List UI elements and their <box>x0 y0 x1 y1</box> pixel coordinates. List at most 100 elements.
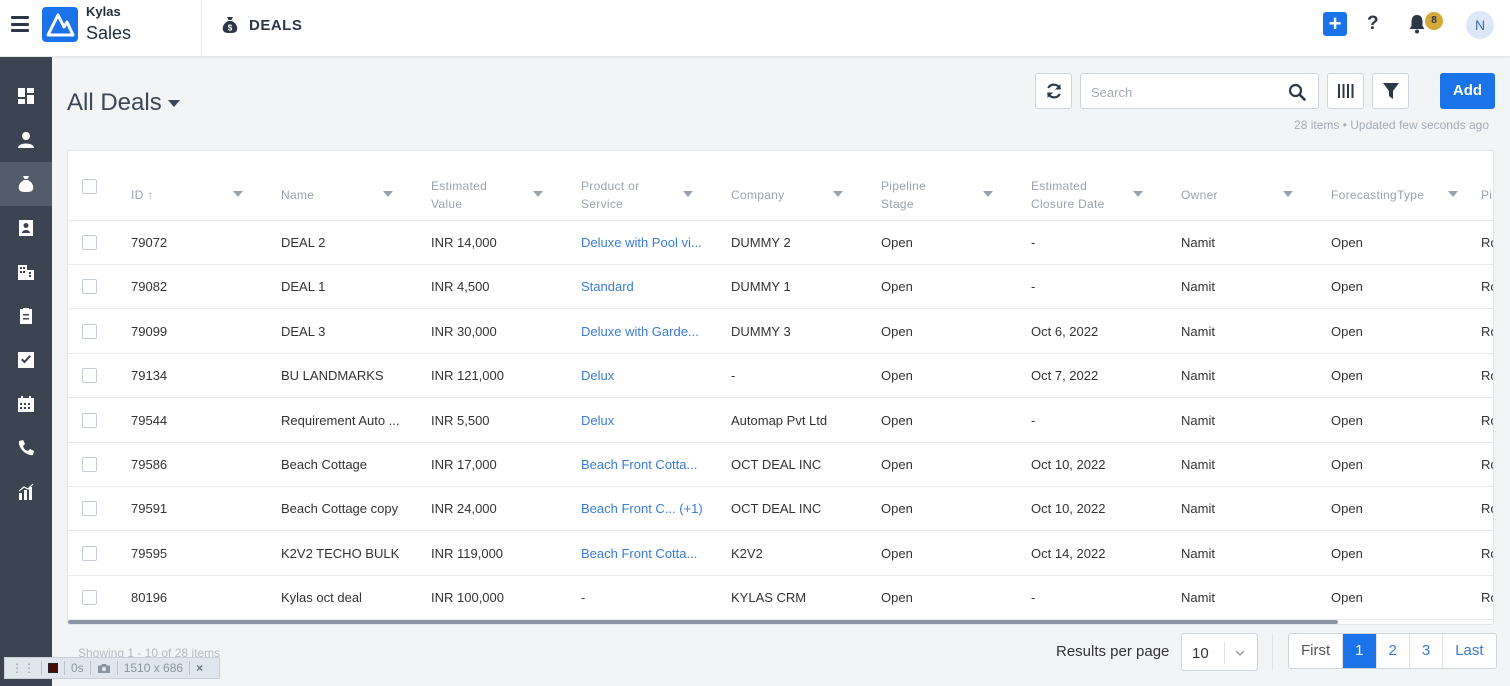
cell-value: INR 100,000 <box>431 590 504 606</box>
table-row[interactable]: 80196 Kylas oct deal INR 100,000 - KYLAS CRM… <box>68 576 1493 621</box>
page-2-button[interactable]: 2 <box>1377 634 1410 668</box>
horizontal-scrollbar[interactable] <box>68 620 1338 624</box>
cell-owner: Namit <box>1181 279 1215 295</box>
page-first-button[interactable]: First <box>1289 634 1344 668</box>
column-header-pipeline-stage[interactable]: Pipeline Stage <box>881 179 927 211</box>
cell-product[interactable]: Beach Front Cotta... <box>581 545 698 561</box>
page-3-button[interactable]: 3 <box>1410 634 1444 668</box>
sidebar-item-dashboard[interactable] <box>0 74 52 118</box>
page-last-button[interactable]: Last <box>1455 642 1484 659</box>
hamburger-menu-icon[interactable] <box>11 16 29 32</box>
camera-icon[interactable] <box>91 661 118 675</box>
page-title[interactable]: All Deals <box>67 89 180 117</box>
table-row[interactable]: 79544 Requirement Auto ... INR 5,500 Delux A… <box>68 399 1493 443</box>
row-checkbox[interactable] <box>82 590 97 606</box>
chevron-down-icon[interactable] <box>1448 191 1458 197</box>
column-header-company[interactable]: Company <box>731 188 785 202</box>
filter-button[interactable] <box>1372 73 1409 109</box>
pagination: First 1 2 3 Last <box>1288 633 1497 669</box>
sidebar-item-leads[interactable] <box>0 118 52 162</box>
table-row[interactable]: 79591 Beach Cottage copy INR 24,000 Beach F… <box>68 487 1493 532</box>
sidebar-item-calendar[interactable] <box>0 382 52 426</box>
table-row[interactable]: 79072 DEAL 2 INR 14,000 Deluxe with Pool vi… <box>68 221 1493 265</box>
select-all-checkbox[interactable] <box>82 179 97 194</box>
cell-product[interactable]: Delux <box>581 412 615 428</box>
row-checkbox[interactable] <box>82 279 97 295</box>
table-row[interactable]: 79082 DEAL 1 INR 4,500 Standard DUMMY 1 Open -… <box>68 265 1493 310</box>
table-row[interactable]: 79134 BU LANDMARKS INR 121,000 Delux - Open Oc… <box>68 354 1493 399</box>
row-checkbox[interactable] <box>82 412 97 428</box>
quick-add-button[interactable]: + <box>1323 12 1347 36</box>
table-row[interactable]: 79595 K2V2 TECHO BULK INR 119,000 Beach Fro… <box>68 532 1493 576</box>
cell-id: 79082 <box>131 279 168 295</box>
column-header-closure-date[interactable]: Estimated Closure Date <box>1031 179 1105 211</box>
sidebar-item-tasks-clipboard[interactable] <box>0 294 52 338</box>
close-icon[interactable]: × <box>196 661 204 675</box>
drag-handle-icon[interactable]: ⋮⋮ <box>5 661 42 675</box>
column-header-product[interactable]: Product or Service <box>581 179 640 211</box>
cell-product[interactable]: Standard <box>581 279 634 295</box>
row-checkbox[interactable] <box>82 235 97 250</box>
chevron-down-icon[interactable] <box>683 191 693 197</box>
table-row[interactable]: 79099 DEAL 3 INR 30,000 Deluxe with Garde..… <box>68 310 1493 354</box>
sidebar-item-reports[interactable] <box>0 470 52 514</box>
refresh-button[interactable] <box>1035 73 1072 109</box>
sidebar-item-deals[interactable] <box>0 162 52 206</box>
cell-pi: Ro <box>1481 457 1493 472</box>
column-header-owner[interactable]: Owner <box>1181 188 1218 202</box>
help-icon[interactable]: ? <box>1367 13 1379 34</box>
cell-product[interactable]: Delux <box>581 368 615 384</box>
cell-product[interactable]: Deluxe with Pool vi... <box>581 235 702 250</box>
cell-stage: Open <box>881 279 913 295</box>
row-checkbox[interactable] <box>82 323 97 339</box>
cell-forecast: Open <box>1331 590 1363 606</box>
sidebar-item-contacts[interactable] <box>0 206 52 250</box>
row-checkbox[interactable] <box>82 368 97 384</box>
page-1-button[interactable]: 1 <box>1343 634 1377 668</box>
row-checkbox[interactable] <box>82 457 97 472</box>
cell-id: 79595 <box>131 545 168 561</box>
chevron-down-icon[interactable] <box>233 191 243 197</box>
cell-product[interactable]: Deluxe with Garde... <box>581 323 699 339</box>
column-header-name[interactable]: Name <box>281 188 315 202</box>
cell-product[interactable]: Beach Front C... (+1) <box>581 501 703 517</box>
svg-text:$: $ <box>228 24 233 33</box>
table-row[interactable]: 79586 Beach Cottage INR 17,000 Beach Front … <box>68 443 1493 487</box>
chevron-down-icon[interactable] <box>983 191 993 197</box>
chevron-down-icon[interactable] <box>383 191 393 197</box>
search-input[interactable] <box>1091 82 1281 102</box>
avatar[interactable]: N <box>1466 11 1494 39</box>
cell-id: 79591 <box>131 501 168 517</box>
cell-company: OCT DEAL INC <box>731 501 822 517</box>
search-icon[interactable] <box>1288 83 1306 101</box>
chevron-down-icon[interactable] <box>1283 191 1293 197</box>
record-button[interactable] <box>42 661 65 675</box>
cell-owner: Namit <box>1181 235 1215 250</box>
column-header-id[interactable]: ID ↑ <box>131 188 154 202</box>
cell-id: 80196 <box>131 590 168 606</box>
columns-button[interactable] <box>1327 73 1364 109</box>
chevron-down-icon[interactable] <box>1133 191 1143 197</box>
cell-stage: Open <box>881 501 913 517</box>
column-header-pi[interactable]: Pi <box>1481 188 1493 202</box>
bell-icon[interactable] <box>1408 14 1426 34</box>
cell-closure: - <box>1031 235 1036 250</box>
cell-product[interactable]: Beach Front Cotta... <box>581 457 698 472</box>
column-header-forecasting-type[interactable]: ForecastingType <box>1331 188 1425 202</box>
sidebar-item-companies[interactable] <box>0 250 52 294</box>
checkbox-icon <box>18 352 34 368</box>
cell-forecast: Open <box>1331 235 1363 250</box>
row-checkbox[interactable] <box>82 501 97 517</box>
sidebar-item-tasks[interactable] <box>0 338 52 382</box>
chevron-down-icon <box>167 100 180 108</box>
cell-closure: - <box>1031 412 1036 428</box>
chevron-down-icon[interactable] <box>533 191 543 197</box>
sidebar-item-calls[interactable] <box>0 426 52 470</box>
results-per-page-select[interactable]: 10 <box>1181 633 1258 671</box>
cell-pi: Ro <box>1481 323 1493 339</box>
column-header-estimated-value[interactable]: Estimated Value <box>431 179 488 211</box>
money-bag-icon <box>18 176 34 192</box>
add-button[interactable]: Add <box>1440 73 1495 109</box>
chevron-down-icon[interactable] <box>833 191 843 197</box>
row-checkbox[interactable] <box>82 545 97 561</box>
